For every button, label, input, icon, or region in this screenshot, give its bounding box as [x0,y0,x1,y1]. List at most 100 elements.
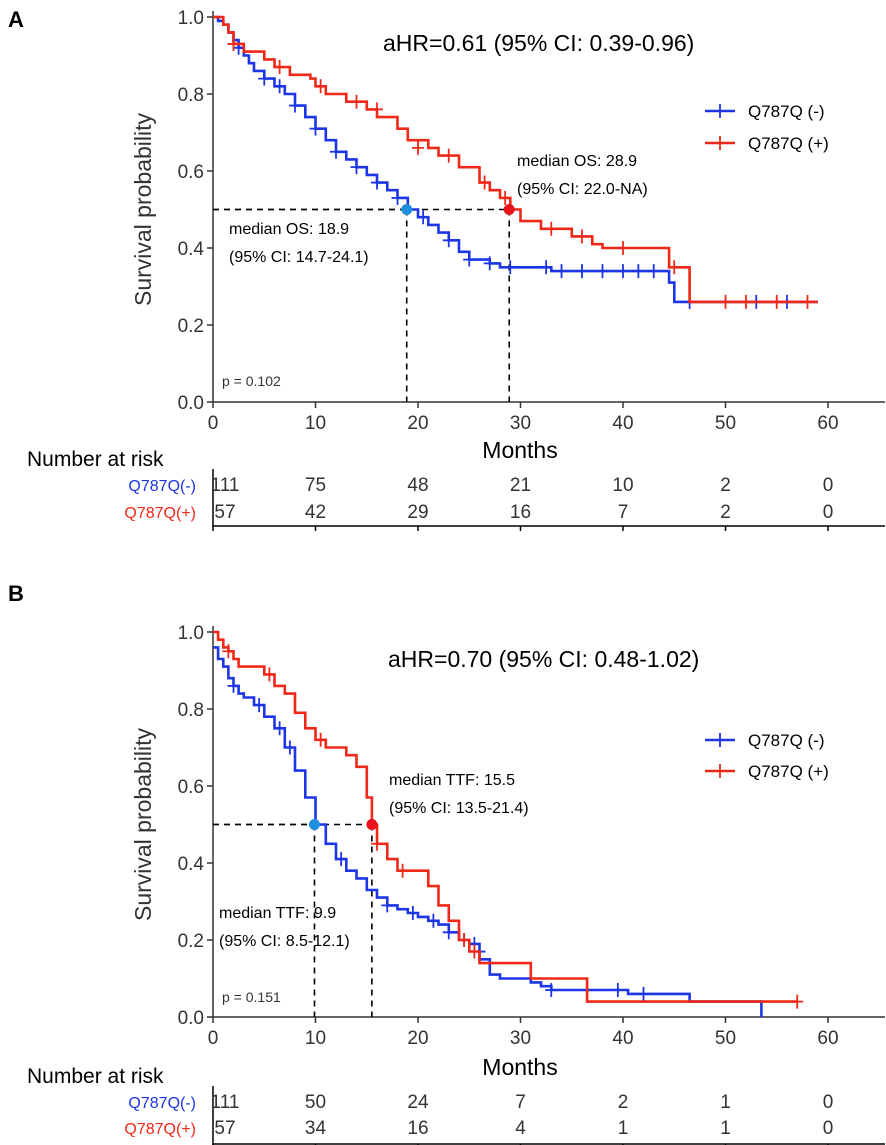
legend-label: Q787Q (+) [748,134,829,153]
censor-mark [617,241,629,255]
censor-mark [412,140,424,155]
risk-count: 2 [720,475,731,496]
median-label: median TTF: 15.5 [389,772,515,789]
median-point [366,819,378,830]
censor-mark [371,175,383,190]
legend-label: Q787Q (-) [748,102,825,121]
censor-mark [371,102,383,117]
censor-mark [258,71,271,86]
censor-mark [647,264,660,279]
median-ci-label: (95% CI: 22.0-NA) [517,181,648,198]
censor-mark [637,986,650,1001]
censor-mark [632,264,645,279]
risk-table-title: Number at risk [27,1065,164,1088]
censor-mark [545,221,558,236]
censor-mark [442,148,455,163]
censor-mark [350,94,363,109]
x-tick-label: 20 [407,1028,428,1049]
censor-mark [791,994,804,1009]
risk-count: 111 [211,475,240,496]
panel-letter: B [8,581,24,606]
censor-mark [381,898,394,913]
p-value-label: p = 0.102 [222,373,281,389]
censor-mark [263,667,276,682]
risk-count: 111 [211,1092,240,1113]
risk-count: 10 [612,475,633,496]
y-tick-label: 1.0 [178,8,204,29]
risk-count: 7 [618,502,629,523]
median-point [401,204,413,215]
censor-mark [478,175,491,190]
x-tick-label: 30 [510,413,531,434]
y-tick-label: 1.0 [178,623,204,644]
x-axis-label: Months [482,437,557,463]
risk-count: 2 [618,1092,629,1113]
censor-mark [289,98,301,113]
x-tick-label: 50 [715,1028,736,1049]
censor-mark [350,160,363,175]
median-label: median OS: 18.9 [229,221,349,238]
risk-count: 50 [305,1092,326,1113]
censor-mark [391,190,404,205]
risk-count: 1 [618,1118,629,1139]
x-tick-label: 40 [612,1028,633,1049]
risk-count: 4 [515,1118,526,1139]
panel-letter: A [8,7,24,32]
censor-mark [740,294,752,309]
censor-mark [463,252,476,267]
y-tick-label: 0.0 [178,393,204,414]
x-tick-label: 30 [510,1028,531,1049]
y-tick-label: 0.4 [178,239,205,260]
panel-a: A0.00.20.40.60.81.00 10 20 30 40 50 60Survival… [8,7,885,531]
censor-mark [222,644,235,659]
y-tick-label: 0.2 [178,931,204,952]
censor-mark [314,79,327,94]
hazard-ratio-text: aHR=0.70 (95% CI: 0.48-1.02) [388,646,699,672]
risk-table-title: Number at risk [27,448,164,471]
x-tick-label: 10 [305,1028,326,1049]
censor-mark [273,60,286,75]
x-tick-label: 0 [208,413,219,434]
censor-mark [801,294,814,309]
p-value-label: p = 0.151 [222,989,281,1005]
censor-mark [227,678,240,693]
censor-mark [504,260,517,275]
panel-b: B0.00.20.40.60.81.00 10 20 30 40 50 60Survival… [8,581,885,1145]
risk-count: 34 [305,1118,327,1139]
risk-count: 0 [823,1092,834,1113]
x-tick-label: 60 [817,1028,838,1049]
risk-count: 1 [720,1092,731,1113]
censor-mark [371,836,383,851]
risk-count: 2 [720,502,731,523]
risk-count: 21 [510,475,531,496]
survival-curve-q787q-neg [213,646,763,1017]
censor-mark [335,852,348,867]
censor-mark [458,933,471,947]
risk-count: 16 [407,1118,428,1139]
censor-mark [668,260,681,275]
censor-mark [540,260,553,275]
risk-count: 1 [720,1118,731,1139]
x-axis-label: Months [482,1054,557,1080]
median-ci-label: (95% CI: 14.7-24.1) [229,249,369,266]
y-tick-label: 0.2 [178,316,204,337]
censor-mark [611,983,624,998]
censor-mark [545,983,558,998]
y-axis-label: Survival probability [130,112,156,306]
censor-mark [417,210,430,225]
x-tick-label: 50 [715,413,736,434]
risk-count: 16 [510,502,531,523]
legend-label: Q787Q (+) [748,762,829,781]
censor-mark [406,906,419,921]
y-tick-label: 0.8 [178,700,204,721]
risk-count: 0 [823,502,834,523]
censor-mark [719,294,732,309]
y-tick-label: 0.6 [178,162,204,183]
median-point [308,819,320,830]
risk-count: 48 [407,475,428,496]
censor-mark [617,264,629,279]
censor-mark [442,925,455,940]
censor-mark [442,233,455,248]
censor-mark [283,740,296,755]
median-label: median TTF: 9.9 [219,905,336,922]
